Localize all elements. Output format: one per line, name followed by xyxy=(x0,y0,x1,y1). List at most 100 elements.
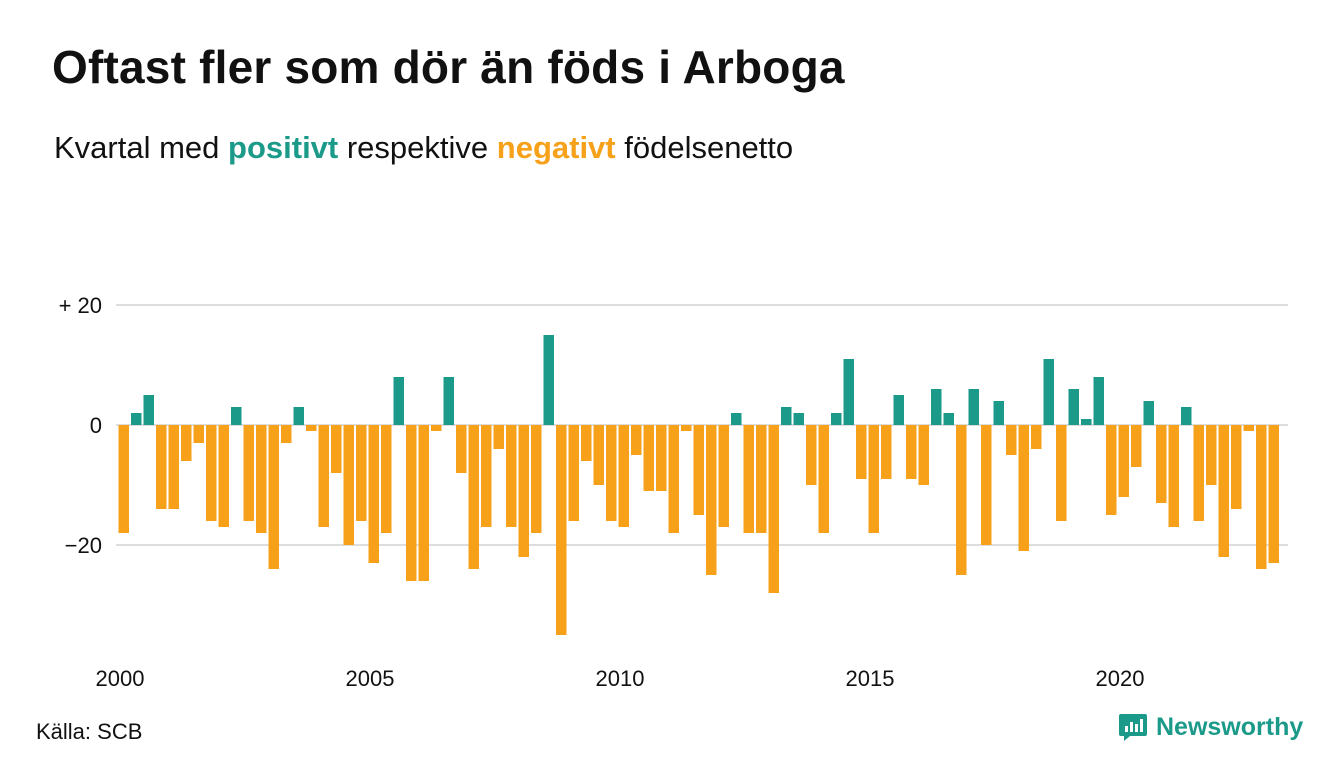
bar xyxy=(1243,425,1254,431)
bar xyxy=(1006,425,1017,455)
bar xyxy=(593,425,604,485)
bar xyxy=(1181,407,1192,425)
bar xyxy=(856,425,867,479)
bar xyxy=(243,425,254,521)
bar xyxy=(481,425,492,527)
bar xyxy=(118,425,129,533)
x-tick-label: 2020 xyxy=(1096,666,1145,691)
bar xyxy=(168,425,179,509)
bar xyxy=(981,425,992,545)
bar xyxy=(281,425,292,443)
bar xyxy=(543,335,554,425)
bar xyxy=(531,425,542,533)
bar xyxy=(206,425,217,521)
bar xyxy=(143,395,154,425)
chart-title: Oftast fler som dör än föds i Arboga xyxy=(52,41,845,93)
bar xyxy=(368,425,379,563)
bar xyxy=(256,425,267,533)
bar xyxy=(1031,425,1042,449)
bar xyxy=(618,425,629,527)
brand-name: Newsworthy xyxy=(1156,712,1304,741)
bar xyxy=(868,425,879,533)
bar xyxy=(356,425,367,521)
bar xyxy=(756,425,767,533)
bar xyxy=(831,413,842,425)
bar xyxy=(993,401,1004,425)
bar xyxy=(931,389,942,425)
brand-logo: Newsworthy xyxy=(1118,712,1303,742)
bar xyxy=(968,389,979,425)
bar xyxy=(1193,425,1204,521)
bar xyxy=(1268,425,1279,563)
chart-subtitle: Kvartal med positivt respektive negativt… xyxy=(54,130,793,166)
bar xyxy=(381,425,392,533)
bar xyxy=(1056,425,1067,521)
bar xyxy=(306,425,317,431)
bar xyxy=(943,413,954,425)
x-tick-label: 2000 xyxy=(96,666,145,691)
bar xyxy=(843,359,854,425)
subtitle-suffix: födelsenetto xyxy=(615,130,794,165)
bar xyxy=(193,425,204,443)
bar xyxy=(581,425,592,461)
bar xyxy=(456,425,467,473)
y-tick-label: −20 xyxy=(65,533,102,558)
bar xyxy=(656,425,667,491)
bar xyxy=(468,425,479,569)
bar xyxy=(231,407,242,425)
newsworthy-logo-icon xyxy=(1119,714,1147,741)
bar xyxy=(443,377,454,425)
bar xyxy=(181,425,192,461)
bar xyxy=(156,425,167,509)
bar xyxy=(493,425,504,449)
bar xyxy=(706,425,717,575)
subtitle-negative: negativt xyxy=(496,130,616,165)
bar xyxy=(893,395,904,425)
bar xyxy=(731,413,742,425)
bar xyxy=(743,425,754,533)
bar xyxy=(906,425,917,479)
bar xyxy=(1043,359,1054,425)
subtitle-prefix: Kvartal med xyxy=(54,130,229,165)
bar xyxy=(956,425,967,575)
bar xyxy=(1206,425,1217,485)
bar xyxy=(393,377,404,425)
bar xyxy=(293,407,304,425)
bar xyxy=(343,425,354,545)
bar xyxy=(418,425,429,581)
bar xyxy=(1231,425,1242,509)
bar xyxy=(1081,419,1092,425)
bar xyxy=(131,413,142,425)
bar xyxy=(1143,401,1154,425)
bar xyxy=(681,425,692,431)
x-tick-label: 2005 xyxy=(346,666,395,691)
bar xyxy=(768,425,779,593)
bar xyxy=(1218,425,1229,557)
bar xyxy=(1018,425,1029,551)
bar xyxy=(1068,389,1079,425)
bar xyxy=(918,425,929,485)
bar xyxy=(818,425,829,533)
x-tick-label: 2015 xyxy=(846,666,895,691)
bar xyxy=(331,425,342,473)
bar xyxy=(406,425,417,581)
bar xyxy=(806,425,817,485)
bar xyxy=(518,425,529,557)
bar xyxy=(1256,425,1267,569)
bar xyxy=(268,425,279,569)
bar xyxy=(1118,425,1129,497)
bar xyxy=(781,407,792,425)
bar xyxy=(1156,425,1167,503)
bar xyxy=(793,413,804,425)
subtitle-positive: positivt xyxy=(228,130,339,165)
bar xyxy=(318,425,329,527)
bar xyxy=(568,425,579,521)
bar xyxy=(606,425,617,521)
bar xyxy=(1168,425,1179,527)
y-tick-label: + 20 xyxy=(59,293,102,318)
bar xyxy=(693,425,704,515)
bar xyxy=(218,425,229,527)
bar xyxy=(631,425,642,455)
source-note: Källa: SCB xyxy=(36,719,143,744)
